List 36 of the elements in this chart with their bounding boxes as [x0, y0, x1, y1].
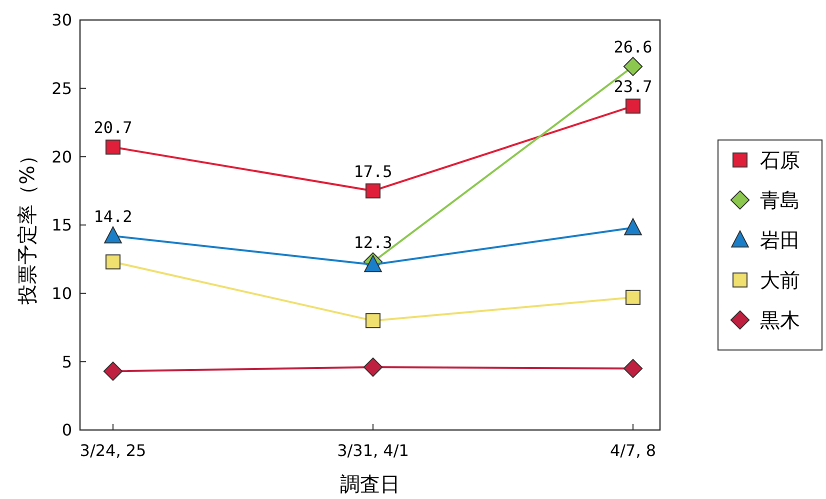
data-label: 17.5 — [354, 162, 392, 181]
point — [103, 362, 123, 381]
y-tick-label: 15 — [52, 216, 72, 235]
point — [104, 226, 122, 244]
y-tick-label: 25 — [52, 78, 72, 98]
y-tick-label: 20 — [52, 147, 72, 166]
point — [623, 56, 643, 76]
data-label: 12.3 — [354, 232, 392, 252]
point — [623, 358, 643, 378]
legend-label: 大前 — [760, 268, 800, 292]
data-label: 20.7 — [94, 118, 132, 138]
point — [366, 313, 380, 328]
legend-label: 青島 — [760, 188, 800, 212]
legend-label: 岩田 — [760, 228, 800, 252]
x-tick-label: 3/31, 4/1 — [337, 441, 409, 460]
y-tick-label: 0 — [62, 420, 72, 440]
point — [626, 290, 640, 305]
data-label: 26.6 — [614, 37, 652, 56]
x-tick-label: 4/7, 8 — [610, 441, 656, 460]
point — [106, 140, 120, 155]
data-label: 23.7 — [614, 77, 652, 96]
point — [363, 358, 383, 377]
point — [626, 98, 640, 114]
x-axis-title: 調査日 — [340, 472, 400, 496]
legend-label: 石原 — [760, 148, 800, 172]
legend-label: 黒木 — [760, 308, 800, 332]
point — [366, 183, 380, 198]
y-tick-label: 5 — [62, 352, 72, 372]
x-tick-label: 3/24, 25 — [80, 441, 146, 460]
y-axis-title: 投票予定率（%） — [15, 145, 39, 306]
y-tick-label: 10 — [52, 284, 72, 303]
point — [624, 218, 642, 236]
point — [364, 255, 382, 272]
data-label: 14.2 — [94, 206, 132, 226]
y-tick-label: 30 — [52, 10, 72, 30]
point — [106, 254, 120, 270]
